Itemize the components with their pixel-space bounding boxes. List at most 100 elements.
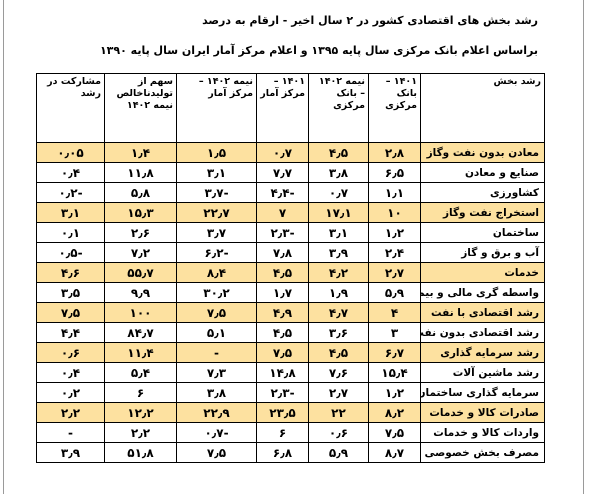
cell-sci-1401: ۶٫۸: [256, 442, 309, 463]
cell-sci-half-1402: ۲۲٫۷: [176, 202, 257, 223]
cell-sci-half-1402: -: [176, 342, 257, 363]
cell-growth-contribution: -۰٫۲: [36, 182, 105, 203]
table-row: ساختمان ۱٫۲ ۳٫۱ -۲٫۳ ۳٫۷ ۲٫۶ ۰٫۱: [36, 222, 545, 243]
cell-sector: صادرات کالا و خدمات: [420, 402, 545, 423]
cell-gdp-share: ۱۰۰: [104, 302, 177, 323]
cell-growth-contribution: ۴٫۶: [36, 262, 105, 283]
cell-sector: کشاورزی: [420, 182, 545, 203]
cell-gdp-share: ۱۵٫۳: [104, 202, 177, 223]
cell-sci-half-1402: ۵٫۱: [176, 322, 257, 343]
cell-sci-1401: ۰٫۷: [256, 142, 309, 163]
cell-sci-1401: ۱٫۷: [256, 282, 309, 303]
table-row: رشد اقتصادی با نفت ۴ ۴٫۷ ۴٫۹ ۷٫۵ ۱۰۰ ۷٫۵: [36, 302, 545, 323]
cell-cb-1401: ۴: [368, 302, 421, 323]
cell-cb-half-1402: ۲۲: [308, 402, 369, 423]
cell-sector: واردات کالا و خدمات: [420, 422, 545, 443]
table-row: واردات کالا و خدمات ۷٫۵ ۰٫۶ ۶ -۰٫۷ ۲٫۲-: [36, 422, 545, 443]
cell-cb-half-1402: ۴٫۵: [308, 142, 369, 163]
cell-sector: رشد ماشین آلات: [420, 362, 545, 383]
cell-cb-1401: ۱٫۲: [368, 382, 421, 403]
cell-sci-half-1402: ۳٫۷: [176, 222, 257, 243]
cell-cb-half-1402: ۱٫۹: [308, 282, 369, 303]
cell-gdp-share: ۹٫۹: [104, 282, 177, 303]
cell-cb-half-1402: ۷٫۶: [308, 362, 369, 383]
growth-table: رشد بخش ۱۴۰۱ – بانک مرکزی نیمه ۱۴۰۲ – با…: [36, 73, 545, 463]
table-row: رشد اقتصادی بدون نفت ۳ ۳٫۶ ۴٫۵ ۵٫۱ ۸۴٫۷ ۴٫۴: [36, 322, 545, 343]
cell-sector: استخراج نفت وگاز: [420, 202, 545, 223]
cell-sci-1401: ۱۴٫۸: [256, 362, 309, 383]
cell-sci-1401: ۴٫۵: [256, 322, 309, 343]
cell-cb-half-1402: ۴٫۵: [308, 342, 369, 363]
cell-gdp-share: ۱۱٫۸: [104, 162, 177, 183]
cell-gdp-share: ۵۱٫۸: [104, 442, 177, 463]
cell-gdp-share: ۷٫۲: [104, 242, 177, 263]
cell-sci-1401: ۴٫۵: [256, 262, 309, 283]
cell-sci-half-1402: ۸٫۴: [176, 262, 257, 283]
cell-growth-contribution: ۳٫۱: [36, 202, 105, 223]
cell-sci-half-1402: ۷٫۵: [176, 302, 257, 323]
cell-growth-contribution: ۰٫۱: [36, 222, 105, 243]
header-cb-half-1402: نیمه ۱۴۰۲ – بانک مرکزی: [308, 73, 369, 143]
page-right-edge: [583, 0, 584, 494]
page-title: رشد بخش های اقتصادی کشور در ۲ سال اخیر -…: [202, 14, 538, 27]
cell-sci-half-1402: ۷٫۳: [176, 362, 257, 383]
table-row: آب و برق و گاز ۲٫۴ ۳٫۹ ۷٫۸ -۶٫۲ ۷٫۲ -۰٫۵: [36, 242, 545, 263]
cell-cb-1401: ۱۰: [368, 202, 421, 223]
cell-growth-contribution: ۰٫۴: [36, 362, 105, 383]
cell-sci-1401: -۲٫۳: [256, 382, 309, 403]
table-row: صنایع و معادن ۶٫۵ ۳٫۸ ۷٫۷ ۳٫۱ ۱۱٫۸ ۰٫۴: [36, 162, 545, 183]
cell-growth-contribution: ۳٫۵: [36, 282, 105, 303]
cell-gdp-share: ۱۱٫۴: [104, 342, 177, 363]
cell-cb-1401: ۷٫۵: [368, 422, 421, 443]
cell-gdp-share: ۶: [104, 382, 177, 403]
cell-cb-half-1402: ۳٫۱: [308, 222, 369, 243]
cell-cb-half-1402: ۰٫۶: [308, 422, 369, 443]
cell-growth-contribution: ۴٫۴: [36, 322, 105, 343]
cell-cb-half-1402: ۵٫۹: [308, 442, 369, 463]
cell-cb-half-1402: ۳٫۶: [308, 322, 369, 343]
cell-growth-contribution: -: [36, 422, 105, 443]
cell-sci-1401: ۷٫۵: [256, 342, 309, 363]
cell-sector: رشد سرمایه گذاری: [420, 342, 545, 363]
cell-cb-1401: ۵٫۹: [368, 282, 421, 303]
cell-sci-1401: ۲۳٫۵: [256, 402, 309, 423]
cell-gdp-share: ۱٫۴: [104, 142, 177, 163]
cell-cb-1401: ۳: [368, 322, 421, 343]
cell-sci-half-1402: ۳٫۸: [176, 382, 257, 403]
header-growth-contribution: مشارکت در رشد: [36, 73, 105, 143]
cell-cb-1401: ۶٫۷: [368, 342, 421, 363]
cell-sci-1401: -۴٫۴: [256, 182, 309, 203]
cell-growth-contribution: ۷٫۵: [36, 302, 105, 323]
table-body: معادن بدون نفت وگاز ۲٫۸ ۴٫۵ ۰٫۷ ۱٫۵ ۱٫۴ ۰٫۰۵ صن…: [36, 142, 545, 463]
cell-sector: ساختمان: [420, 222, 545, 243]
cell-gdp-share: ۱۲٫۲: [104, 402, 177, 423]
cell-cb-1401: ۱۵٫۴: [368, 362, 421, 383]
header-sci-half-1402: نیمه ۱۴۰۲ – مرکز آمار: [176, 73, 257, 143]
cell-sci-half-1402: ۳۰٫۲: [176, 282, 257, 303]
cell-sector: معادن بدون نفت وگاز: [420, 142, 545, 163]
cell-sci-half-1402: ۲۲٫۹: [176, 402, 257, 423]
cell-cb-half-1402: ۴٫۷: [308, 302, 369, 323]
cell-sci-1401: -۲٫۳: [256, 222, 309, 243]
cell-cb-half-1402: ۱۷٫۱: [308, 202, 369, 223]
header-gdp-share: سهم از تولیدناخالص نیمه ۱۴۰۲: [104, 73, 177, 143]
table-header-row: رشد بخش ۱۴۰۱ – بانک مرکزی نیمه ۱۴۰۲ – با…: [36, 73, 545, 143]
cell-gdp-share: ۵٫۴: [104, 362, 177, 383]
page-left-edge: [3, 0, 4, 494]
table-row: رشد ماشین آلات ۱۵٫۴ ۷٫۶ ۱۴٫۸ ۷٫۳ ۵٫۴ ۰٫۴: [36, 362, 545, 383]
table-row: استخراج نفت وگاز ۱۰ ۱۷٫۱ ۷ ۲۲٫۷ ۱۵٫۳ ۳٫۱: [36, 202, 545, 223]
cell-gdp-share: ۲٫۲: [104, 422, 177, 443]
table-row: مصرف بخش خصوصی ۸٫۷ ۵٫۹ ۶٫۸ ۷٫۵ ۵۱٫۸ ۳٫۹: [36, 442, 545, 463]
table-row: رشد سرمایه گذاری ۶٫۷ ۴٫۵ ۷٫۵-۱۱٫۴ ۰٫۶: [36, 342, 545, 363]
cell-cb-half-1402: ۴٫۲: [308, 262, 369, 283]
cell-cb-1401: ۸٫۷: [368, 442, 421, 463]
cell-sector: رشد اقتصادی بدون نفت: [420, 322, 545, 343]
page-subtitle: براساس اعلام بانک مرکزی سال پایه ۱۳۹۵ و …: [99, 44, 538, 57]
cell-growth-contribution: ۰٫۲: [36, 382, 105, 403]
cell-cb-half-1402: ۲٫۷: [308, 382, 369, 403]
cell-growth-contribution: ۰٫۴: [36, 162, 105, 183]
cell-cb-1401: ۱٫۲: [368, 222, 421, 243]
cell-sci-half-1402: ۳٫۱: [176, 162, 257, 183]
cell-cb-half-1402: ۰٫۷: [308, 182, 369, 203]
cell-sci-1401: ۴٫۹: [256, 302, 309, 323]
